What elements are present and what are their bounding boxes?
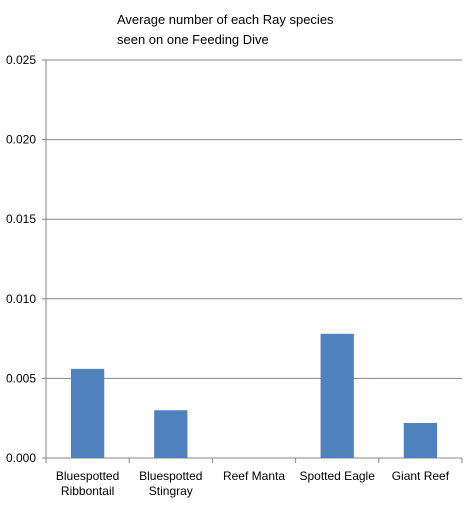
x-tick-label: Giant Reef xyxy=(392,469,450,483)
x-tick-label: Bluespotted xyxy=(56,469,119,483)
bar xyxy=(320,333,354,458)
chart-title-line-1: Average number of each Ray species xyxy=(117,12,334,27)
bar xyxy=(154,410,188,458)
x-tick-label: Ribbontail xyxy=(61,484,114,498)
x-tick-label: Stingray xyxy=(149,484,193,498)
bar xyxy=(70,368,105,458)
y-tick-label: 0.015 xyxy=(6,212,36,226)
y-tick-label: 0.000 xyxy=(6,451,36,465)
chart-title-line-2: seen on one Feeding Dive xyxy=(117,32,269,47)
y-tick-label: 0.020 xyxy=(6,133,36,147)
y-tick-label: 0.010 xyxy=(6,292,36,306)
x-tick-label: Bluespotted xyxy=(139,469,202,483)
bar xyxy=(403,422,438,458)
y-tick-label: 0.005 xyxy=(6,371,36,385)
y-tick-label: 0.025 xyxy=(6,53,36,67)
x-tick-label: Spotted Eagle xyxy=(299,469,375,483)
x-tick-label: Reef Manta xyxy=(223,469,285,483)
